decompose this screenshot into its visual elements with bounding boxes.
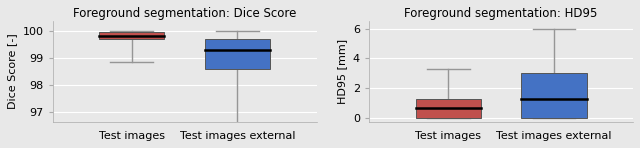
Title: Foreground segmentation: HD95: Foreground segmentation: HD95 — [404, 7, 598, 20]
Bar — [521, 73, 587, 118]
Y-axis label: HD95 [mm]: HD95 [mm] — [337, 39, 348, 104]
Title: Foreground segmentation: Dice Score: Foreground segmentation: Dice Score — [73, 7, 296, 20]
Bar — [99, 32, 164, 39]
Bar — [415, 99, 481, 118]
Bar — [205, 39, 270, 69]
Y-axis label: Dice Score [-]: Dice Score [-] — [7, 34, 17, 109]
